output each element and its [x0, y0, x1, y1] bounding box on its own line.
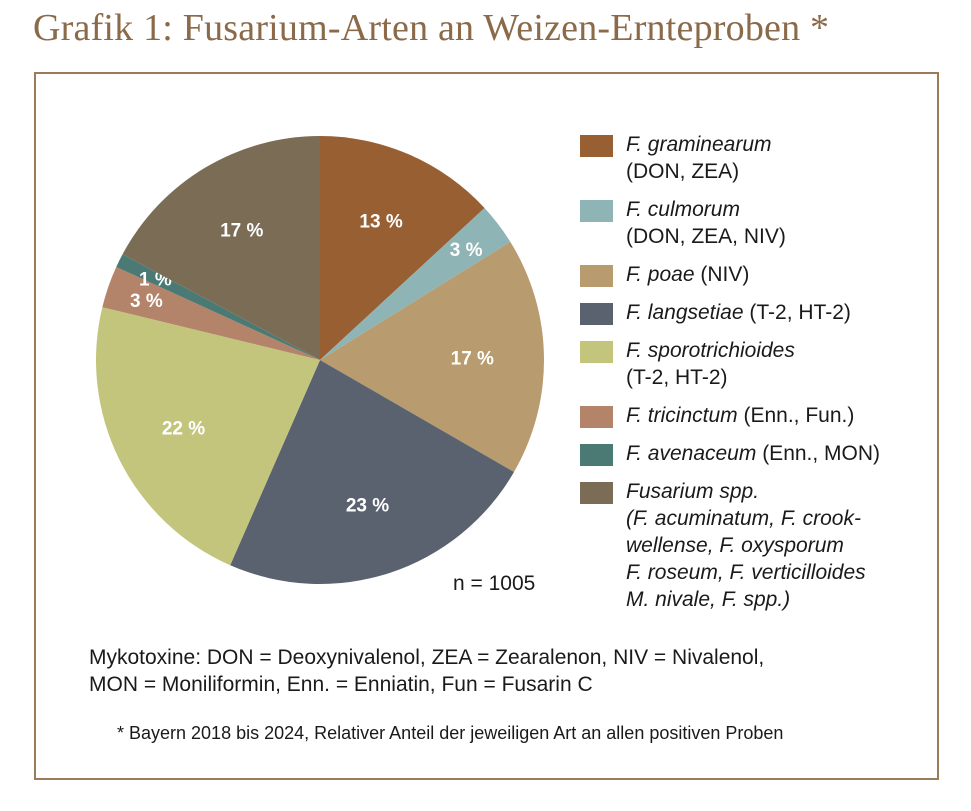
slice-label-3: 23 %	[346, 496, 389, 517]
legend-item-2: F. poae (NIV)	[580, 261, 940, 288]
slice-label-5: 3 %	[130, 291, 163, 312]
legend-swatch-6	[580, 444, 613, 466]
pie-slice-2	[320, 241, 545, 472]
slice-label-1: 3 %	[450, 240, 483, 261]
legend-item-1: F. culmorum (DON, ZEA, NIV)	[580, 196, 940, 250]
pie-slice-4	[95, 307, 320, 566]
slice-label-4: 22 %	[162, 419, 205, 440]
chart-frame	[34, 72, 939, 780]
legend-label-6: F. avenaceum (Enn., MON)	[626, 442, 881, 465]
footnote: * Bayern 2018 bis 2024, Relativer Anteil…	[117, 723, 784, 743]
pie-slice-1	[320, 208, 511, 360]
legend-item-4: F. sporotrichioides (T-2, HT-2)	[580, 337, 940, 391]
legend-label-3: F. langsetiae (T-2, HT-2)	[626, 301, 851, 324]
pie-slice-5	[102, 266, 320, 360]
legend-item-6: F. avenaceum (Enn., MON)	[580, 440, 940, 467]
legend-item-0: F. graminearum (DON, ZEA)	[580, 131, 940, 185]
slice-label-0: 13 %	[359, 211, 402, 232]
pie-slice-6	[116, 254, 320, 360]
legend-swatch-3	[580, 303, 613, 325]
pie-slice-3	[230, 360, 514, 584]
legend-label-1: F. culmorum (DON, ZEA, NIV)	[626, 198, 786, 248]
legend-label-2: F. poae (NIV)	[626, 263, 750, 286]
sample-size-label: n = 1005	[453, 572, 536, 595]
legend-label-7: Fusarium spp. (F. acuminatum, F. crook- …	[626, 480, 866, 611]
pie-slice-0	[320, 136, 485, 360]
mycotoxin-abbreviations: Mykotoxine: DON = Deoxynivalenol, ZEA = …	[89, 646, 765, 696]
legend-label-0: F. graminearum (DON, ZEA)	[626, 133, 772, 183]
legend-swatch-4	[580, 341, 613, 363]
legend: F. graminearum (DON, ZEA) F. culmorum (DO…	[580, 131, 940, 613]
legend-item-3: F. langsetiae (T-2, HT-2)	[580, 299, 940, 326]
pie-slice-7	[122, 136, 320, 360]
legend-swatch-5	[580, 406, 613, 428]
legend-swatch-2	[580, 265, 613, 287]
legend-swatch-0	[580, 135, 613, 157]
legend-item-5: F. tricinctum (Enn., Fun.)	[580, 402, 940, 429]
legend-label-5: F. tricinctum (Enn., Fun.)	[626, 404, 855, 427]
legend-item-7: Fusarium spp. (F. acuminatum, F. crook- …	[580, 478, 940, 613]
legend-swatch-1	[580, 200, 613, 222]
slice-label-2: 17 %	[451, 349, 494, 370]
slice-label-7: 17 %	[220, 220, 263, 241]
legend-swatch-7	[580, 482, 613, 504]
chart-title: Grafik 1: Fusarium-Arten an Weizen-Ernte…	[33, 7, 830, 49]
legend-label-4: F. sporotrichioides (T-2, HT-2)	[626, 339, 795, 389]
